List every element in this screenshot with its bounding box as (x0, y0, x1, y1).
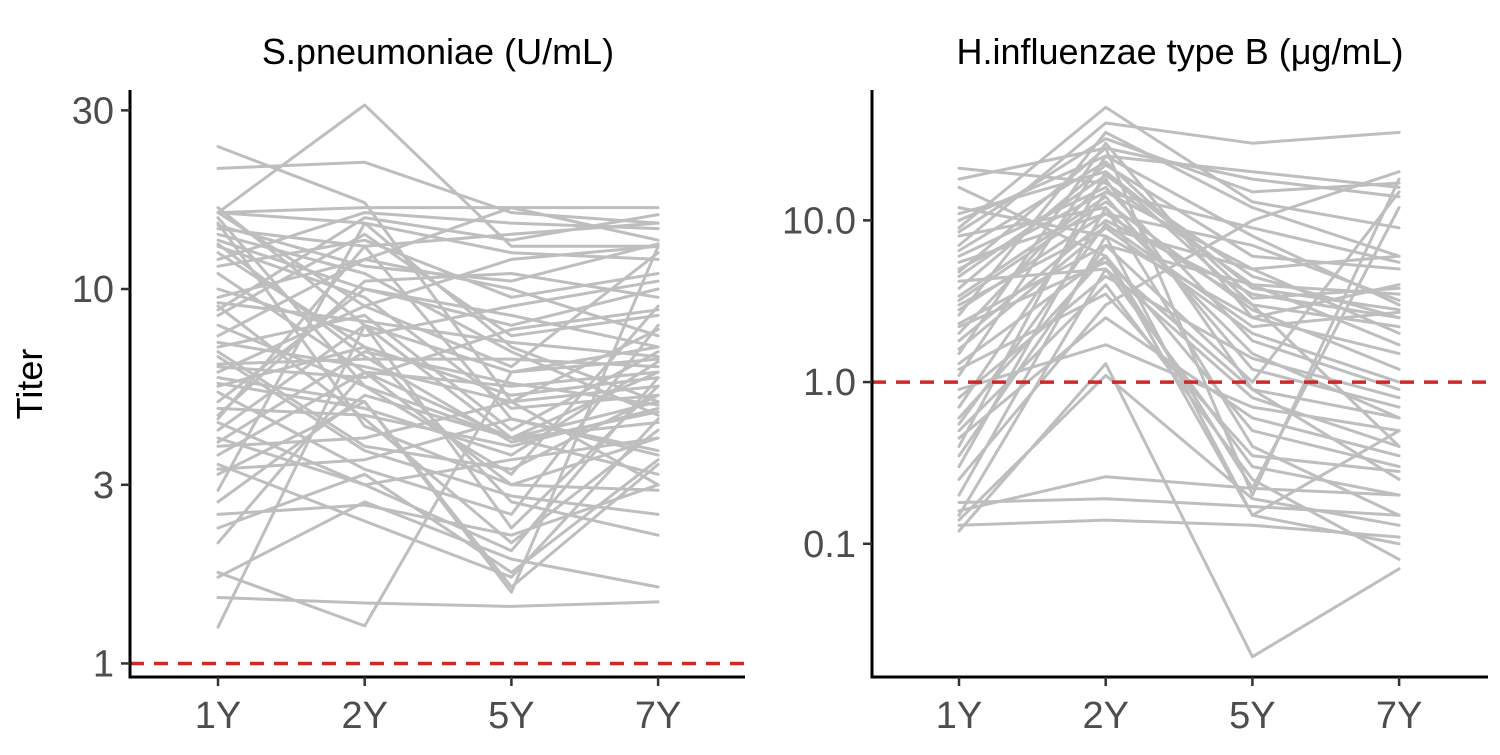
series-line-s45 (216, 211, 660, 369)
series-line-s46 (216, 417, 660, 471)
y-tick-label: 1 (93, 643, 114, 685)
x-tick-label: 1Y (936, 695, 982, 737)
series-line-s43 (216, 206, 660, 299)
series-line-s22 (216, 376, 660, 589)
series-line-s51 (216, 238, 660, 299)
y-tick-label: 10 (72, 269, 114, 311)
x-tick-label: 2Y (341, 695, 387, 737)
series-line-s39 (216, 211, 660, 261)
y-tick-label: 10.0 (782, 200, 856, 242)
series-line-h35 (957, 185, 1401, 517)
series-line-s54 (216, 350, 660, 444)
x-tick-label: 5Y (488, 695, 534, 737)
series-line-h34 (957, 166, 1401, 347)
series-line-s47 (216, 393, 660, 504)
series-line-h45 (957, 316, 1401, 458)
series-line-h10 (957, 283, 1401, 561)
series-line-h03 (957, 475, 1401, 513)
series-line-s52 (216, 350, 660, 471)
panel-title: H.influenzae type B (μg/mL) (957, 31, 1404, 72)
x-tick-label: 1Y (195, 695, 241, 737)
y-tick-label: 3 (93, 465, 114, 507)
panel-s-pneumoniae: S.pneumoniae (U/mL) Titer 1 3 10 30 1Y 2Y 5Y 7Y (9, 31, 745, 737)
series-line-h37 (957, 190, 1401, 458)
subject-lines (216, 103, 660, 629)
series-line-h21 (957, 195, 1401, 409)
series-line-h01 (957, 518, 1401, 539)
series-line-s36 (216, 221, 660, 487)
series-line-s29 (216, 232, 660, 338)
series-line-s60 (216, 242, 660, 444)
series-line-h47 (957, 190, 1401, 271)
series-line-s03 (216, 103, 660, 248)
series-line-s58 (216, 213, 660, 312)
series-line-h46 (957, 292, 1401, 473)
axes: 1 3 10 30 1Y 2Y 5Y 7Y (72, 90, 745, 737)
series-line-s37 (216, 206, 660, 215)
series-line-s09 (216, 483, 660, 537)
series-line-h42 (957, 200, 1401, 371)
series-line-h39 (957, 226, 1401, 351)
series-line-s04 (216, 323, 660, 629)
panel-h-influenzae: H.influenzae type B (μg/mL) 0.1 1.0 10.0 1Y… (782, 31, 1488, 737)
series-line-h49 (957, 260, 1401, 420)
y-tick-label: 0.1 (803, 524, 856, 566)
series-line-h43 (957, 173, 1401, 320)
series-line-s19 (216, 287, 660, 404)
axes: 0.1 1.0 10.0 1Y 2Y 5Y 7Y (782, 90, 1488, 737)
series-line-s49 (216, 327, 660, 404)
series-line-s12 (216, 417, 660, 579)
series-line-s23 (216, 244, 660, 374)
series-line-s15 (216, 436, 660, 487)
x-tick-label: 7Y (635, 695, 681, 737)
series-line-s01 (216, 160, 660, 225)
series-line-h29 (957, 105, 1401, 230)
series-line-s55 (216, 458, 660, 574)
series-line-h19 (957, 130, 1401, 317)
series-line-h05 (957, 362, 1401, 659)
series-line-s56 (216, 376, 660, 553)
series-line-s59 (216, 308, 660, 380)
series-line-s30 (216, 304, 660, 545)
panel-title: S.pneumoniae (U/mL) (262, 31, 614, 72)
x-tick-label: 5Y (1229, 695, 1275, 737)
series-line-h50 (957, 222, 1401, 426)
y-axis-title: Titer (9, 349, 50, 420)
series-line-h33 (957, 146, 1401, 497)
series-line-s05 (216, 596, 660, 608)
series-line-h36 (957, 170, 1401, 481)
series-line-h20 (957, 226, 1401, 384)
series-line-s20 (216, 323, 660, 516)
series-line-s07 (216, 500, 660, 589)
series-line-h48 (957, 137, 1401, 234)
series-line-h44 (957, 160, 1401, 300)
y-tick-label: 30 (72, 90, 114, 132)
series-line-h41 (957, 274, 1401, 400)
x-tick-label: 7Y (1376, 695, 1422, 737)
series-line-s25 (216, 355, 660, 516)
x-tick-label: 2Y (1082, 695, 1128, 737)
y-tick-label: 1.0 (803, 362, 856, 404)
series-line-s57 (216, 223, 660, 283)
series-line-s53 (216, 301, 660, 359)
subject-lines (957, 105, 1401, 659)
series-line-h14 (957, 254, 1401, 469)
